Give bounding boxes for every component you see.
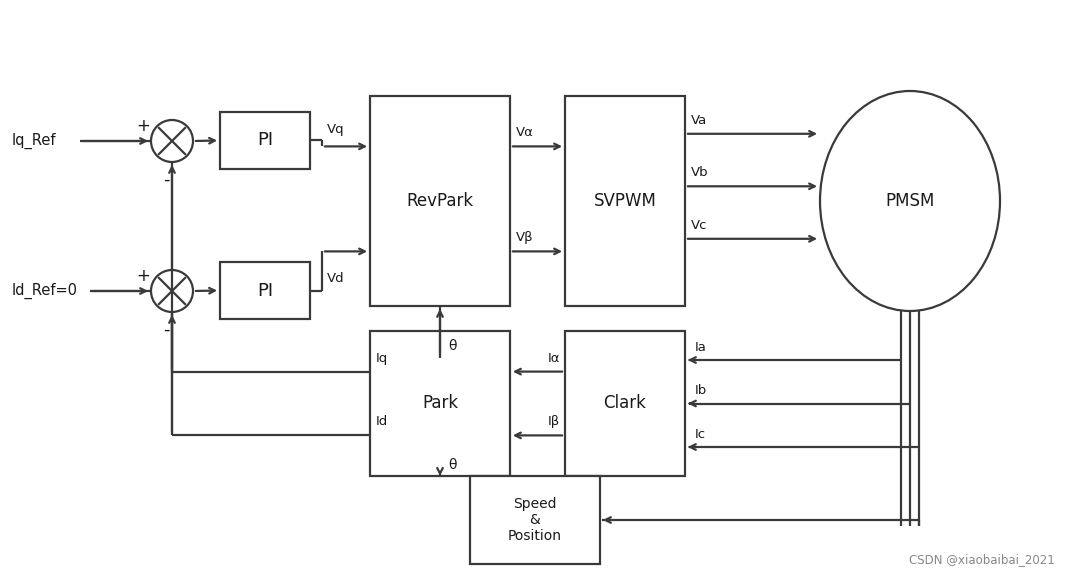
Text: Iq_Ref: Iq_Ref [12, 133, 56, 149]
FancyBboxPatch shape [565, 96, 685, 306]
Text: θ: θ [448, 339, 457, 353]
Text: Ib: Ib [696, 385, 707, 397]
Circle shape [151, 270, 193, 312]
FancyBboxPatch shape [370, 331, 510, 476]
Text: Ic: Ic [696, 428, 706, 441]
Ellipse shape [820, 91, 1000, 311]
Text: Ia: Ia [696, 341, 707, 354]
Text: Vq: Vq [327, 123, 345, 135]
Text: Vd: Vd [327, 272, 345, 286]
Text: Vb: Vb [691, 166, 708, 179]
FancyBboxPatch shape [470, 476, 600, 564]
Text: -: - [163, 321, 170, 339]
Text: Vα: Vα [516, 126, 534, 139]
Text: Speed
&
Position: Speed & Position [508, 497, 562, 543]
Text: Clark: Clark [604, 395, 647, 412]
Text: Va: Va [691, 114, 707, 127]
Text: Id_Ref=0: Id_Ref=0 [12, 283, 78, 299]
FancyBboxPatch shape [370, 96, 510, 306]
Text: Vc: Vc [691, 219, 707, 232]
FancyBboxPatch shape [220, 112, 310, 169]
FancyBboxPatch shape [220, 262, 310, 319]
Text: Vβ: Vβ [516, 232, 534, 244]
Text: SVPWM: SVPWM [594, 192, 657, 210]
Text: PI: PI [257, 131, 273, 150]
Text: +: + [136, 267, 150, 285]
Text: PMSM: PMSM [886, 192, 934, 210]
Text: Iq: Iq [376, 351, 388, 365]
Text: θ: θ [448, 458, 457, 472]
Text: RevPark: RevPark [406, 192, 473, 210]
FancyBboxPatch shape [565, 331, 685, 476]
Text: Iβ: Iβ [548, 415, 561, 429]
Text: CSDN @xiaobaibai_2021: CSDN @xiaobaibai_2021 [909, 553, 1055, 566]
Text: PI: PI [257, 282, 273, 300]
Text: -: - [163, 171, 170, 189]
Text: Id: Id [376, 415, 388, 429]
Text: Park: Park [422, 395, 458, 412]
Circle shape [151, 120, 193, 162]
Text: +: + [136, 117, 150, 135]
Text: Iα: Iα [548, 351, 561, 365]
